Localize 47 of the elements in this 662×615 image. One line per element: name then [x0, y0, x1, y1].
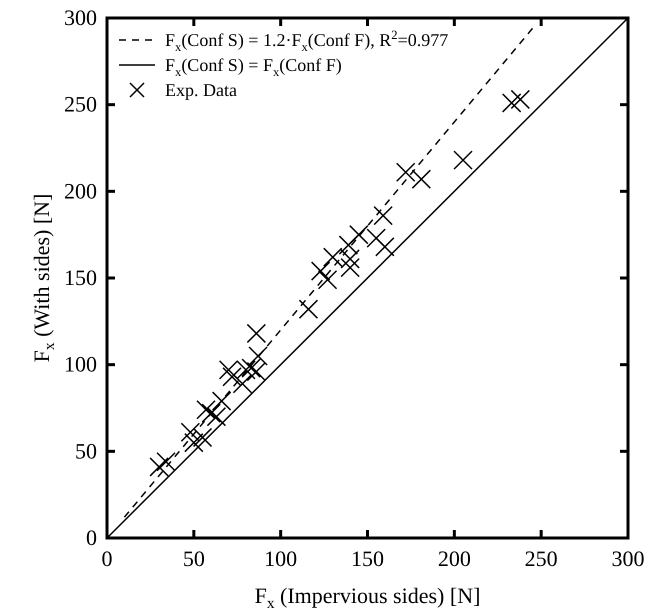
point	[201, 403, 221, 423]
x-axis-title: F$_{x}$ (Impervious sides) [N]	[254, 583, 480, 612]
point	[246, 362, 266, 382]
point	[241, 358, 261, 378]
point	[373, 206, 393, 226]
point	[502, 93, 522, 113]
point	[510, 90, 530, 110]
point	[184, 432, 204, 452]
legend-label: F$_{x}$(Conf S) = F$_{x}$(Conf F)	[165, 55, 342, 79]
point	[349, 224, 369, 244]
point	[412, 169, 432, 189]
x-tick-label: 50	[182, 546, 205, 571]
x-tick-label: 250	[524, 546, 558, 571]
legend-label: Exp. Data	[165, 80, 237, 100]
legend-label: F$_{x}$(Conf S) = 1.2·F$_{x}$(Conf F), R$^{2}$=0.977	[165, 28, 448, 54]
point	[340, 258, 360, 278]
point	[192, 428, 212, 448]
point	[248, 346, 268, 366]
y-tick-label: 150	[64, 265, 97, 290]
point	[318, 270, 338, 290]
point	[396, 162, 416, 182]
point	[232, 374, 252, 394]
point	[206, 406, 226, 426]
x-tick-label: 150	[351, 546, 384, 571]
y-tick-label: 50	[75, 438, 97, 464]
y-tick-label: 250	[64, 92, 97, 117]
x-tick-label: 200	[438, 546, 471, 571]
point	[298, 299, 318, 319]
point	[156, 452, 176, 472]
point	[366, 228, 386, 248]
point	[246, 324, 266, 344]
point	[196, 400, 216, 420]
point	[310, 261, 330, 281]
point	[338, 235, 358, 255]
x-tick-label: 300	[612, 546, 644, 571]
point	[180, 422, 200, 442]
point	[149, 457, 169, 477]
x-tick-label: 0	[102, 546, 112, 571]
point	[375, 237, 395, 257]
point	[212, 391, 232, 411]
point	[222, 367, 242, 387]
point	[453, 150, 473, 170]
y-tick-label: 300	[64, 5, 97, 30]
y-tick-label: 200	[64, 178, 97, 204]
y-tick-label: 100	[64, 352, 97, 377]
y-tick-label: 0	[86, 525, 97, 550]
x-tick-label: 100	[264, 546, 298, 571]
